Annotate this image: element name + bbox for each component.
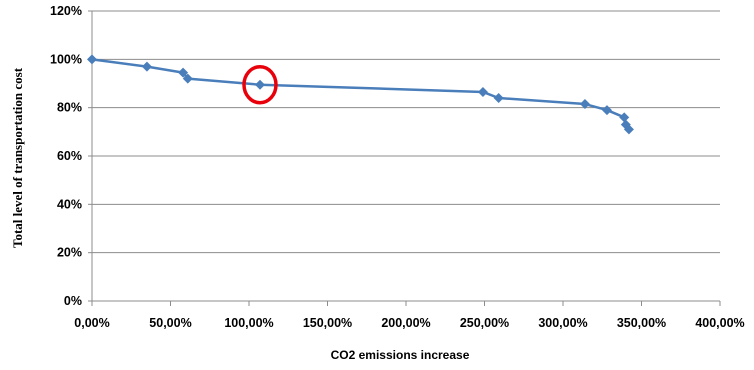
x-tick-label: 250,00% (460, 316, 509, 330)
data-point (87, 54, 97, 65)
annotations (242, 64, 278, 105)
y-axis-label: Total level of transportation cost (10, 67, 25, 248)
data-point (477, 86, 488, 97)
data-point (579, 99, 590, 110)
y-tick-label: 120% (50, 4, 82, 18)
data-point (178, 67, 189, 78)
data-point (141, 61, 152, 72)
x-tick-label: 200,00% (381, 316, 430, 330)
x-tick-label: 400,00% (695, 316, 744, 330)
y-tick-label: 20% (57, 246, 82, 260)
y-axis-ticks: 0% 20% 40% 60% 80% 100% 120% (50, 4, 92, 308)
data-point (493, 93, 504, 103)
x-tick-label: 150,00% (303, 316, 352, 330)
highlight-circle (242, 64, 278, 105)
x-tick-label: 100,00% (224, 316, 273, 330)
series-line (91, 58, 630, 131)
x-tick-label: 350,00% (617, 316, 666, 330)
x-tick-label: 0,00% (74, 316, 109, 330)
x-tick-label: 50,00% (149, 316, 191, 330)
data-point (254, 79, 265, 90)
data-point (623, 124, 634, 135)
grid-lines (92, 10, 720, 254)
y-tick-label: 60% (57, 149, 82, 163)
series-group (87, 54, 634, 135)
y-tick-label: 100% (50, 52, 82, 66)
x-tick-label: 300,00% (538, 316, 587, 330)
data-point (182, 73, 193, 84)
data-point (619, 112, 630, 123)
y-tick-label: 80% (57, 101, 82, 115)
x-axis-label: CO2 emissions increase (331, 348, 470, 362)
y-tick-label: 0% (64, 294, 82, 308)
x-axis-ticks: 0,00% 50,00% 100,00% 150,00% 200,00% 250,00% 3… (74, 301, 745, 330)
y-tick-label: 40% (57, 197, 82, 211)
data-point (601, 105, 612, 116)
